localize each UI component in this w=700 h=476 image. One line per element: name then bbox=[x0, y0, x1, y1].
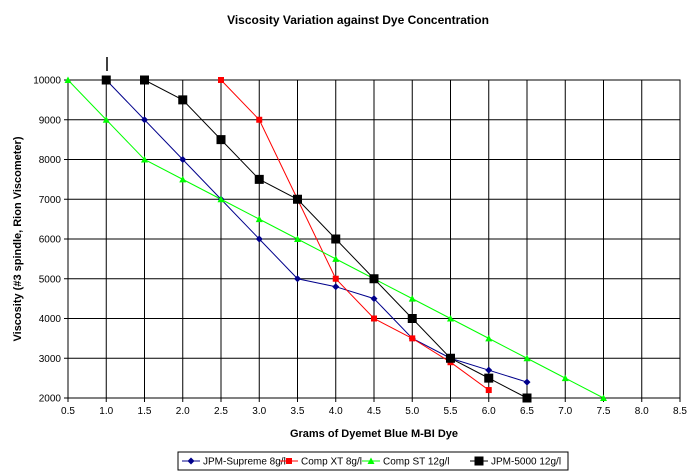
series-line-jpm-5000-12g-l bbox=[106, 79, 528, 399]
chart-title: Viscosity Variation against Dye Concentr… bbox=[227, 13, 489, 27]
y-tick-label: 6000 bbox=[39, 235, 62, 246]
series-line-jpm-supreme-8g-l bbox=[105, 79, 528, 383]
data-point bbox=[217, 195, 225, 203]
y-tick-label: 4000 bbox=[39, 314, 62, 325]
data-point bbox=[332, 275, 339, 282]
data-point bbox=[256, 116, 263, 123]
data-point bbox=[216, 135, 226, 145]
data-point bbox=[255, 215, 263, 223]
x-tick-labels: 0.5 1.0 1.5 2.0 2.5 3.0 3.5 4.0 4.5 5.0 5.5 6.0 6.5 7… bbox=[61, 406, 687, 417]
x-tick-label: 0.5 bbox=[61, 406, 75, 417]
data-point bbox=[218, 77, 224, 83]
legend-label: JPM-5000 12g/l bbox=[491, 457, 561, 468]
x-tick-label: 2.5 bbox=[214, 406, 228, 417]
data-point bbox=[331, 234, 341, 244]
legend-entry: JPM-Supreme 8g/l bbox=[182, 457, 286, 468]
x-tick-label: 6.5 bbox=[520, 406, 534, 417]
series-comp-st-12g-l bbox=[64, 76, 607, 401]
x-tick-label: 5.0 bbox=[405, 406, 419, 417]
y-tick-labels: 2000 3000 4000 5000 6000 7000 8000 9000 10000 bbox=[33, 76, 61, 405]
data-point bbox=[484, 373, 494, 383]
y-tick-label: 7000 bbox=[39, 195, 62, 206]
data-point bbox=[179, 175, 187, 183]
x-tick-label: 2.0 bbox=[176, 406, 190, 417]
legend-entry: Comp XT 8g/l bbox=[280, 457, 362, 468]
data-point bbox=[446, 353, 455, 363]
series-jpm-5000-12g-l bbox=[101, 75, 532, 403]
data-point bbox=[407, 314, 417, 323]
x-axis-title: Grams of Dyemet Blue M-BI Dye bbox=[290, 428, 458, 440]
legend-marker bbox=[474, 456, 484, 466]
legend-entry: Comp ST 12g/l bbox=[362, 457, 450, 468]
data-point bbox=[140, 75, 149, 85]
x-tick-label: 3.0 bbox=[252, 406, 266, 417]
data-point bbox=[64, 76, 72, 83]
data-point bbox=[600, 394, 607, 401]
x-tick-label: 4.5 bbox=[367, 406, 381, 417]
data-point bbox=[332, 255, 340, 262]
data-point bbox=[370, 295, 378, 303]
data-point bbox=[294, 235, 301, 242]
data-point bbox=[561, 374, 569, 382]
series-group bbox=[64, 75, 607, 403]
legend-entry: JPM-5000 12g/l bbox=[470, 456, 561, 468]
data-point bbox=[408, 295, 416, 302]
x-tick-label: 1.5 bbox=[138, 406, 152, 417]
data-point bbox=[332, 283, 340, 291]
y-axis-title: Viscosity (#3 spindle, Rion Viscometer) bbox=[12, 136, 24, 341]
x-tick-label: 5.5 bbox=[444, 406, 458, 417]
legend-marker bbox=[286, 458, 292, 464]
y-tick-label: 3000 bbox=[39, 354, 62, 365]
data-point bbox=[294, 275, 301, 283]
x-tick-label: 3.5 bbox=[291, 406, 305, 417]
data-point bbox=[523, 378, 531, 386]
data-point bbox=[485, 334, 493, 342]
y-tick-label: 5000 bbox=[39, 274, 62, 285]
data-point bbox=[101, 75, 111, 85]
x-tick-label: 7.5 bbox=[597, 406, 611, 417]
data-point bbox=[254, 174, 264, 184]
legend-marker bbox=[187, 457, 195, 465]
legend-marker bbox=[367, 457, 375, 464]
legend: JPM-Supreme 8g/l Comp XT 8g/l Comp ST 12g/… bbox=[177, 451, 569, 471]
y-tick-label: 9000 bbox=[39, 115, 62, 126]
x-tick-label: 7.0 bbox=[558, 406, 572, 417]
x-tick-label: 6.0 bbox=[482, 406, 496, 417]
data-point bbox=[102, 116, 110, 123]
x-tick-label: 4.0 bbox=[329, 406, 343, 417]
legend-label: Comp XT 8g/l bbox=[301, 457, 362, 468]
data-point bbox=[293, 194, 302, 204]
data-point bbox=[447, 315, 454, 322]
x-tick-label: 8.5 bbox=[673, 406, 687, 417]
y-tick-label: 8000 bbox=[39, 155, 62, 166]
data-point bbox=[523, 354, 531, 362]
data-point bbox=[485, 387, 492, 394]
data-point bbox=[369, 274, 379, 284]
data-point bbox=[179, 156, 187, 163]
series-line-comp-xt-8g-l bbox=[220, 79, 490, 391]
data-point bbox=[178, 95, 188, 105]
data-point bbox=[409, 335, 416, 342]
data-point bbox=[255, 235, 263, 243]
y-tick-label: 10000 bbox=[33, 76, 61, 87]
data-point bbox=[522, 393, 532, 403]
x-tick-label: 8.0 bbox=[635, 406, 649, 417]
x-tick-label: 1.0 bbox=[99, 406, 113, 417]
data-point bbox=[141, 116, 148, 124]
data-point bbox=[141, 156, 148, 163]
y-tick-label: 2000 bbox=[39, 394, 62, 405]
data-point bbox=[485, 366, 493, 374]
legend-label: JPM-Supreme 8g/l bbox=[203, 457, 286, 468]
legend-label: Comp ST 12g/l bbox=[383, 457, 450, 468]
data-point bbox=[371, 315, 377, 322]
